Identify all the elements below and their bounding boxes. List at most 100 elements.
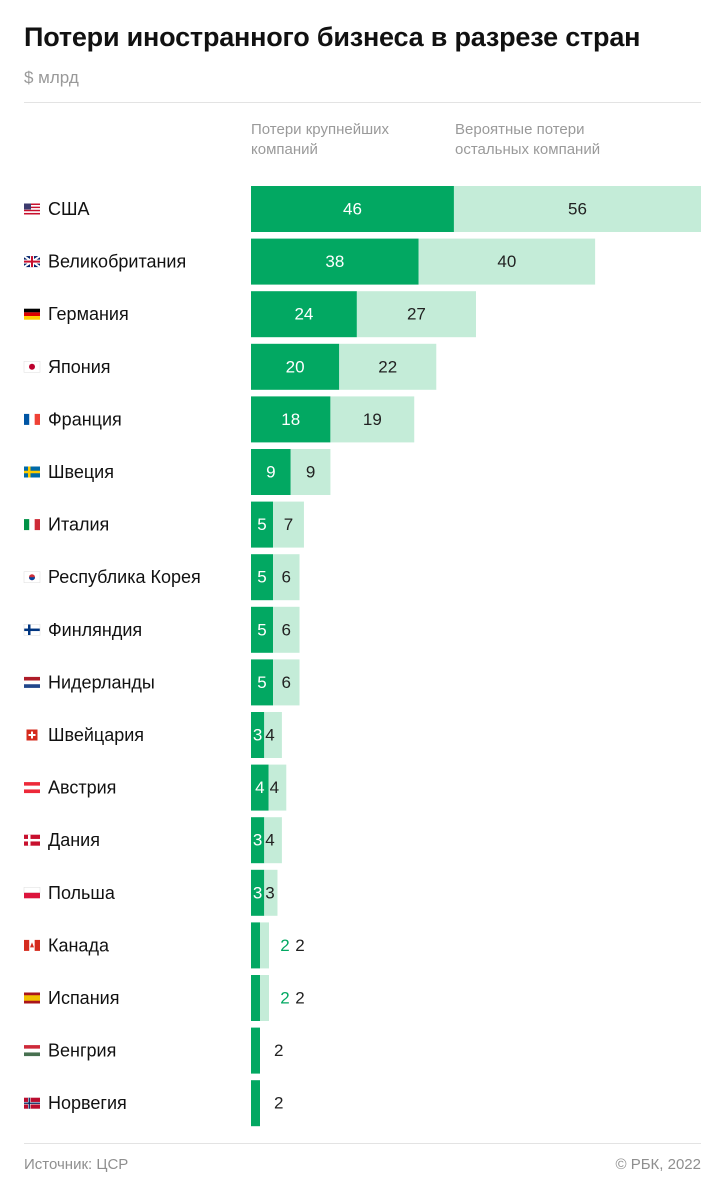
bar-other: [264, 712, 282, 758]
country-label: Великобритания: [48, 252, 186, 272]
bar-other: [453, 186, 701, 232]
bar-other: [273, 606, 300, 653]
bar-other: [418, 238, 596, 285]
value-label-other: 4: [265, 726, 274, 745]
bar-major: [251, 659, 274, 706]
value-label-other: 3: [265, 883, 274, 902]
se-flag-icon: [24, 466, 40, 478]
value-label-major: 4: [255, 778, 264, 797]
value-label-major: 5: [257, 568, 266, 587]
bar-major: [251, 975, 260, 1021]
dk-flag-icon: [24, 834, 40, 846]
bar-major: [251, 396, 331, 443]
bar-major: [251, 764, 269, 811]
value-label-major: 18: [281, 410, 300, 429]
value-label-other: 4: [265, 831, 274, 850]
value-label-other: 9: [306, 463, 315, 482]
value-label-major: 38: [325, 252, 344, 271]
country-label: Япония: [48, 357, 111, 377]
kr-flag-icon: [23, 571, 41, 583]
value-label-major: 20: [286, 357, 305, 376]
it-flag-icon: [24, 519, 40, 531]
country-label: Норвегия: [48, 1093, 127, 1113]
value-label-other: 4: [270, 778, 279, 797]
nl-flag-icon: [24, 676, 40, 688]
value-label-major: 5: [257, 673, 266, 692]
bar-other: [260, 922, 269, 969]
value-label-other: 6: [282, 673, 291, 692]
value-label-other: 2: [295, 936, 304, 955]
bar-other: [268, 764, 287, 811]
value-label-major: 5: [257, 620, 266, 639]
gb-flag-icon: [23, 255, 41, 268]
country-label: Италия: [48, 515, 109, 535]
country-label: Польша: [48, 883, 116, 903]
bar-other: [330, 396, 415, 443]
country-label: Республика Корея: [48, 567, 201, 587]
chart-title: Потери иностранного бизнеса в разрезе ст…: [24, 22, 641, 52]
bar-major: [251, 922, 260, 969]
bar-major: [251, 238, 419, 285]
value-label-other: 2: [274, 1094, 283, 1113]
bar-other: [339, 343, 437, 390]
de-flag-icon: [24, 308, 40, 320]
country-label: Швеция: [48, 462, 114, 482]
country-label: Швейцария: [48, 725, 144, 745]
bar-major: [251, 869, 265, 916]
us-flag-icon: [24, 203, 40, 215]
value-label-other: 2: [295, 989, 304, 1008]
bar-other: [356, 291, 476, 338]
bar-major: [251, 343, 340, 390]
source-note: Источник: ЦСР: [24, 1156, 129, 1173]
country-label: Германия: [48, 304, 129, 324]
value-label-major: 2: [280, 989, 289, 1008]
legend-major: Потери крупнейших компаний: [251, 121, 390, 158]
value-label-other: 40: [497, 252, 516, 271]
value-label-other: 7: [284, 515, 293, 534]
country-label: Финляндия: [48, 620, 142, 640]
pl-flag-icon: [23, 887, 41, 899]
country-label: Нидерланды: [48, 672, 155, 692]
at-flag-icon: [24, 782, 40, 794]
value-label-major: 9: [266, 463, 275, 482]
country-label: Канада: [48, 935, 110, 955]
hu-flag-icon: [24, 1045, 40, 1057]
value-label-major: 46: [343, 200, 362, 219]
bar-other: [273, 659, 300, 706]
bar-major: [251, 554, 274, 601]
country-label: США: [48, 199, 90, 219]
bar-major: [251, 501, 274, 548]
bar-major: [251, 606, 274, 653]
value-label-major: 3: [253, 726, 262, 745]
value-label-other: 6: [282, 568, 291, 587]
bar-major: [251, 291, 357, 338]
country-label: Австрия: [48, 778, 116, 798]
country-label: Испания: [48, 988, 119, 1008]
bottom-divider: [24, 1143, 701, 1144]
value-label-other: 56: [568, 200, 587, 219]
value-label-other: 6: [282, 620, 291, 639]
chart-unit: $ млрд: [24, 68, 79, 87]
top-divider: [24, 102, 701, 103]
bar-major: [251, 817, 265, 864]
value-label-major: 3: [253, 883, 262, 902]
bar-other: [290, 449, 331, 495]
value-label-other: 19: [363, 410, 382, 429]
value-label-other: 22: [378, 357, 397, 376]
bar-other: [260, 975, 269, 1021]
bar-major: [251, 1080, 260, 1127]
bar-other: [264, 869, 278, 916]
ch-flag-icon: [26, 729, 38, 741]
legend-other: Вероятные потери остальных компаний: [455, 121, 601, 158]
bar-other: [273, 501, 304, 548]
value-label-major: 24: [294, 305, 313, 324]
bar-major: [251, 1027, 260, 1074]
bar-major: [251, 449, 291, 495]
country-label: Венгрия: [48, 1041, 116, 1061]
bar-major: [251, 712, 265, 758]
value-label-other: 2: [274, 1041, 283, 1060]
jp-flag-icon: [23, 361, 41, 373]
bar-other: [273, 554, 300, 601]
fr-flag-icon: [24, 413, 40, 425]
